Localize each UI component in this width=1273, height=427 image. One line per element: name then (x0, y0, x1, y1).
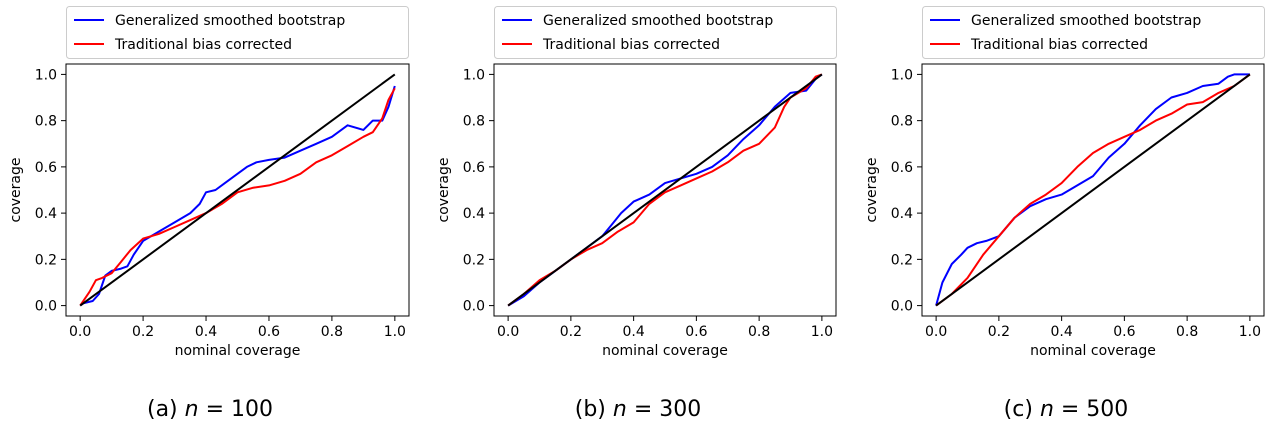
legend-entry-1: Generalized smoothed bootstrap (115, 13, 345, 29)
caption-variable: n (185, 397, 199, 422)
reference-line (507, 73, 823, 307)
panel-caption: (c) n = 500 (1004, 397, 1129, 422)
x-axis-label: nominal coverage (175, 343, 301, 359)
chart-panel-2: 0.0 0.2 0.4 0.6 0.8 1.0 0.0 0.2 0.4 0.6 0.8 1.0 nomi… (436, 6, 837, 422)
x-tick-label: 0.2 (560, 324, 582, 340)
y-tick-label: 0.4 (35, 206, 57, 222)
y-tick-label: 1.0 (891, 67, 913, 83)
plot-frame (493, 63, 837, 317)
caption-prefix: (a) (147, 397, 185, 422)
caption-prefix: (b) (575, 397, 613, 422)
legend: Generalized smoothed bootstrap Traditiona… (922, 6, 1265, 59)
x-tick-label: 0.6 (1113, 324, 1135, 340)
y-tick-label: 0.6 (891, 160, 913, 176)
y-axis-label: coverage (8, 158, 24, 223)
chart-panel-3: 0.0 0.2 0.4 0.6 0.8 1.0 0.0 0.2 0.4 0.6 0.8 1.0 nomi… (864, 6, 1265, 422)
series-line-1 (935, 73, 1250, 306)
y-tick-label: 0.6 (35, 160, 57, 176)
series-line-1 (79, 85, 396, 307)
x-tick-label: 1.0 (1239, 324, 1261, 340)
y-tick-label: 0.0 (35, 299, 57, 315)
x-tick-label: 0.4 (1050, 324, 1072, 340)
y-axis-label: coverage (436, 158, 452, 223)
x-tick-label: 0.6 (685, 324, 707, 340)
y-tick-label: 0.0 (891, 299, 913, 315)
legend-entry-2: Traditional bias corrected (114, 37, 292, 53)
y-tick-label: 0.8 (463, 114, 485, 130)
x-tick-label: 0.8 (321, 324, 343, 340)
legend-entry-1: Generalized smoothed bootstrap (971, 13, 1201, 29)
caption-value: = 300 (627, 397, 701, 422)
x-tick-label: 0.0 (69, 324, 91, 340)
x-tick-label: 0.2 (988, 324, 1010, 340)
reference-line (935, 73, 1251, 307)
x-tick-label: 0.2 (132, 324, 154, 340)
plot-frame (65, 63, 410, 317)
x-tick-label: 0.0 (497, 324, 519, 340)
x-tick-label: 0.8 (748, 324, 770, 340)
x-tick-label: 0.4 (622, 324, 644, 340)
x-tick-label: 0.8 (1176, 324, 1198, 340)
panel-caption: (b) n = 300 (575, 397, 702, 422)
y-tick-label: 0.4 (891, 206, 913, 222)
series-line-2 (935, 73, 1251, 307)
x-tick-label: 1.0 (384, 324, 406, 340)
legend: Generalized smoothed bootstrap Traditiona… (66, 6, 409, 59)
caption-value: = 100 (199, 397, 273, 422)
reference-line (79, 73, 396, 307)
legend: Generalized smoothed bootstrap Traditiona… (494, 6, 837, 59)
legend-entry-1: Generalized smoothed bootstrap (543, 13, 773, 29)
x-axis-label: nominal coverage (602, 343, 728, 359)
y-tick-label: 1.0 (463, 67, 485, 83)
chart-panel-1: 0.0 0.2 0.4 0.6 0.8 1.0 0.0 0.2 0.4 0.6 0.8 1.0 nomi… (8, 6, 410, 422)
legend-entry-2: Traditional bias corrected (542, 37, 720, 53)
legend-box (66, 6, 409, 59)
y-tick-label: 0.2 (891, 252, 913, 268)
y-tick-label: 0.8 (35, 114, 57, 130)
x-tick-label: 0.4 (195, 324, 217, 340)
x-axis-label: nominal coverage (1030, 343, 1156, 359)
y-tick-label: 0.4 (463, 206, 485, 222)
legend-box (494, 6, 837, 59)
x-tick-label: 0.0 (925, 324, 947, 340)
caption-value: = 500 (1054, 397, 1128, 422)
y-axis-label: coverage (864, 158, 880, 223)
y-tick-label: 0.0 (463, 299, 485, 315)
legend-box (922, 6, 1265, 59)
y-tick-label: 0.8 (891, 114, 913, 130)
caption-variable: n (613, 397, 627, 422)
caption-variable: n (1040, 397, 1054, 422)
y-tick-label: 1.0 (35, 67, 57, 83)
y-tick-label: 0.2 (35, 252, 57, 268)
legend-entry-2: Traditional bias corrected (970, 37, 1148, 53)
plot-frame (921, 63, 1265, 317)
y-tick-label: 0.2 (463, 252, 485, 268)
x-tick-label: 1.0 (811, 324, 833, 340)
panel-caption: (a) n = 100 (147, 397, 273, 422)
caption-prefix: (c) (1004, 397, 1040, 422)
x-tick-label: 0.6 (258, 324, 280, 340)
y-tick-label: 0.6 (463, 160, 485, 176)
series-line-2 (79, 87, 396, 307)
